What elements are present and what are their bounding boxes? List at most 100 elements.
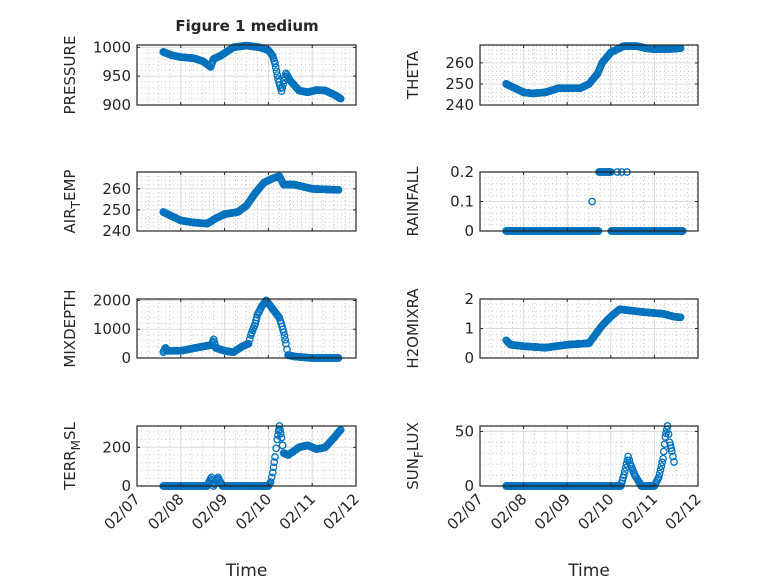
- x-axis-label: Time: [567, 561, 610, 581]
- data-point: [588, 197, 596, 206]
- data-point: [279, 80, 288, 88]
- y-tick-label: 0.2: [450, 163, 474, 181]
- y-tick-label: 260: [445, 54, 474, 72]
- data-point: [334, 186, 343, 194]
- data-point: [274, 312, 283, 321]
- y-axis-label: TERRMSL: [61, 421, 83, 490]
- y-tick-label: 1: [464, 320, 474, 338]
- x-tick-label: 02/08: [487, 490, 530, 533]
- subplot-mixdepth: 0 1000 2000 MIXDEPTH: [61, 289, 357, 368]
- data-point: [336, 426, 345, 434]
- data-point: [659, 454, 667, 463]
- x-tick-label: 02/10: [232, 490, 275, 533]
- axes-box: [136, 298, 357, 359]
- subplot-air-temp: 240 250 260 AIRTEMP: [61, 170, 357, 240]
- subplot-h2omixra: 0 1 2 H2OMIXRA: [404, 288, 699, 369]
- subplot-rainfall: 0 0.1 0.2 RAINFALL: [404, 163, 699, 240]
- data-point: [266, 478, 275, 486]
- y-tick-label: 260: [102, 180, 131, 198]
- y-tick-label: 900: [102, 96, 131, 114]
- x-tick-label: 02/08: [144, 490, 187, 533]
- data-point: [656, 466, 665, 474]
- data-point: [271, 453, 279, 461]
- axes-box: [136, 171, 357, 232]
- y-axis-label: AIRTEMP: [61, 170, 83, 234]
- data-point: [273, 435, 282, 444]
- x-tick-label: 02/09: [188, 490, 231, 533]
- y-tick-label: 0: [464, 349, 474, 367]
- data-point: [280, 332, 289, 340]
- data-point: [669, 452, 677, 461]
- data-point: [620, 471, 628, 479]
- x-tick-label: 02/09: [531, 490, 574, 533]
- x-tick-label: 02/07: [444, 490, 487, 533]
- data-point: [664, 430, 673, 439]
- y-tick-label: 240: [102, 222, 131, 240]
- y-axis-label: SUNFLUX: [404, 422, 426, 490]
- data-point: [272, 444, 280, 453]
- data-point: [271, 59, 279, 68]
- data-point: [244, 339, 253, 348]
- axes-box: [136, 425, 357, 487]
- y-tick-label: 240: [445, 96, 474, 114]
- data-point: [335, 427, 343, 436]
- y-tick-label: 1000: [93, 38, 131, 56]
- axes-background: [480, 45, 698, 105]
- data-point: [269, 463, 278, 472]
- x-tick-label: 02/11: [618, 490, 661, 533]
- data-point: [659, 447, 668, 456]
- data-point: [267, 473, 276, 482]
- x-tick-label: 02/07: [101, 490, 144, 533]
- y-axis-label: RAINFALL: [404, 166, 422, 237]
- y-axis-label: MIXDEPTH: [61, 289, 79, 367]
- data-point: [279, 328, 288, 336]
- y-axis-label: H2OMIXRA: [404, 288, 422, 369]
- y-tick-label: 0: [464, 222, 474, 240]
- data-point: [670, 458, 678, 466]
- data-point: [276, 429, 285, 438]
- x-tick-label: 02/10: [574, 490, 617, 533]
- axes-background: [137, 426, 356, 486]
- y-tick-label: 0: [121, 477, 131, 495]
- x-tick-label: 02/12: [662, 490, 705, 533]
- data-point: [654, 473, 663, 482]
- y-tick-label: 50: [455, 422, 474, 440]
- x-tick-label: 02/12: [320, 490, 363, 533]
- data-point: [272, 67, 281, 76]
- subplot-pressure: 900 950 1000 PRESSURE: [61, 36, 357, 115]
- axes-box: [136, 44, 357, 106]
- subplot-terr-msl: 0 200 TERRMSL 02/07 02/08 02/09 02/10 02/11 02/1…: [61, 421, 363, 581]
- data-point: [277, 433, 286, 442]
- data-point: [245, 335, 254, 344]
- x-tick-label: 02/11: [276, 490, 319, 533]
- data-point: [271, 63, 280, 72]
- y-axis-label: THETA: [404, 50, 422, 100]
- data-point: [276, 426, 284, 434]
- subplot-sun-flux: 0 50 SUNFLUX 02/07 02/08 02/09 02/10 02/11 02/12…: [404, 422, 705, 581]
- axes-box: [479, 44, 699, 106]
- data-point: [268, 468, 277, 477]
- data-point: [278, 83, 287, 92]
- data-point: [658, 458, 667, 467]
- y-tick-label: 250: [445, 75, 474, 93]
- subplot-theta: 240 250 260 THETA: [404, 42, 699, 114]
- data-point: [277, 87, 286, 96]
- data-point: [667, 447, 676, 455]
- y-tick-label: 250: [102, 201, 131, 219]
- axes-box: [479, 425, 699, 487]
- y-tick-label: 200: [102, 438, 131, 456]
- y-axis-label: PRESSURE: [61, 36, 79, 115]
- data-point: [273, 71, 282, 79]
- y-tick-label: 0.1: [450, 193, 474, 211]
- data-point: [281, 335, 290, 344]
- data-point: [624, 452, 633, 461]
- data-point: [270, 458, 279, 466]
- data-point: [336, 94, 345, 103]
- y-tick-label: 2000: [93, 291, 131, 309]
- data-point: [278, 441, 287, 450]
- y-tick-label: 2: [464, 290, 474, 308]
- data-point: [335, 426, 344, 435]
- data-point: [655, 469, 664, 478]
